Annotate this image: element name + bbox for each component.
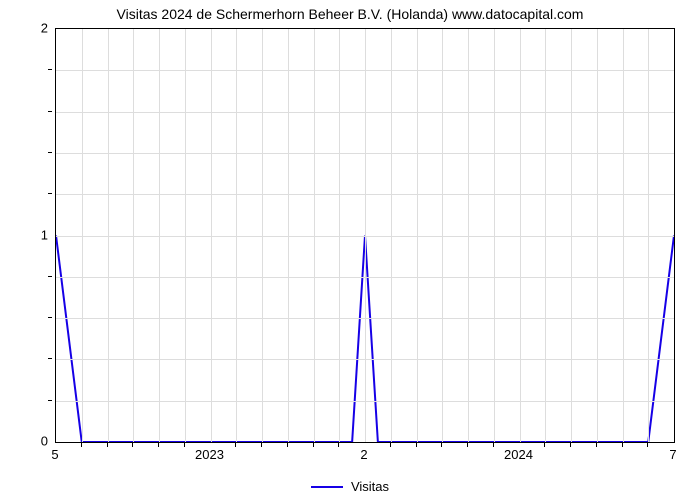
x-axis-minor-tick bbox=[81, 443, 82, 447]
grid-line-horizontal bbox=[56, 194, 674, 195]
grid-line-horizontal bbox=[56, 112, 674, 113]
y-axis-minor-tick bbox=[48, 317, 52, 318]
y-axis-tick-label: 1 bbox=[41, 227, 48, 242]
x-axis-minor-tick bbox=[390, 443, 391, 447]
x-axis-minor-tick bbox=[416, 443, 417, 447]
x-axis-minor-tick bbox=[647, 443, 648, 447]
legend-swatch bbox=[311, 486, 343, 488]
legend: Visitas bbox=[0, 478, 700, 494]
x-axis-tick-label: 2 bbox=[360, 447, 367, 462]
x-axis-minor-tick bbox=[158, 443, 159, 447]
y-axis-tick-label: 2 bbox=[41, 21, 48, 36]
x-axis-minor-tick bbox=[441, 443, 442, 447]
x-axis-minor-tick bbox=[107, 443, 108, 447]
x-axis-tick-label: 5 bbox=[51, 447, 58, 462]
y-axis-minor-tick bbox=[48, 193, 52, 194]
grid-line-horizontal bbox=[56, 401, 674, 402]
x-axis-minor-tick bbox=[235, 443, 236, 447]
x-axis-minor-tick bbox=[132, 443, 133, 447]
y-axis-minor-tick bbox=[48, 152, 52, 153]
x-axis-minor-tick bbox=[338, 443, 339, 447]
y-axis-minor-tick bbox=[48, 69, 52, 70]
grid-line-horizontal bbox=[56, 359, 674, 360]
y-axis-tick-label: 0 bbox=[41, 434, 48, 449]
x-axis-minor-tick bbox=[467, 443, 468, 447]
x-axis-minor-tick bbox=[184, 443, 185, 447]
x-axis-tick-label: 2023 bbox=[195, 447, 224, 462]
x-axis-minor-tick bbox=[570, 443, 571, 447]
y-axis-minor-tick bbox=[48, 111, 52, 112]
x-axis-tick-label: 7 bbox=[669, 447, 676, 462]
x-axis-tick-label: 2024 bbox=[504, 447, 533, 462]
grid-line-horizontal bbox=[56, 236, 674, 237]
grid-line-horizontal bbox=[56, 70, 674, 71]
chart-container: Visitas 2024 de Schermerhorn Beheer B.V.… bbox=[0, 0, 700, 500]
y-axis-minor-tick bbox=[48, 276, 52, 277]
legend-label: Visitas bbox=[351, 479, 389, 494]
x-axis-minor-tick bbox=[313, 443, 314, 447]
x-axis-minor-tick bbox=[493, 443, 494, 447]
x-axis-minor-tick bbox=[287, 443, 288, 447]
plot-area bbox=[55, 28, 675, 443]
y-axis-minor-tick bbox=[48, 358, 52, 359]
x-axis-minor-tick bbox=[596, 443, 597, 447]
x-axis-minor-tick bbox=[261, 443, 262, 447]
grid-line-horizontal bbox=[56, 318, 674, 319]
grid-line-horizontal bbox=[56, 277, 674, 278]
x-axis-minor-tick bbox=[544, 443, 545, 447]
grid-line-horizontal bbox=[56, 153, 674, 154]
chart-title: Visitas 2024 de Schermerhorn Beheer B.V.… bbox=[0, 6, 700, 22]
y-axis-minor-tick bbox=[48, 400, 52, 401]
x-axis-minor-tick bbox=[622, 443, 623, 447]
